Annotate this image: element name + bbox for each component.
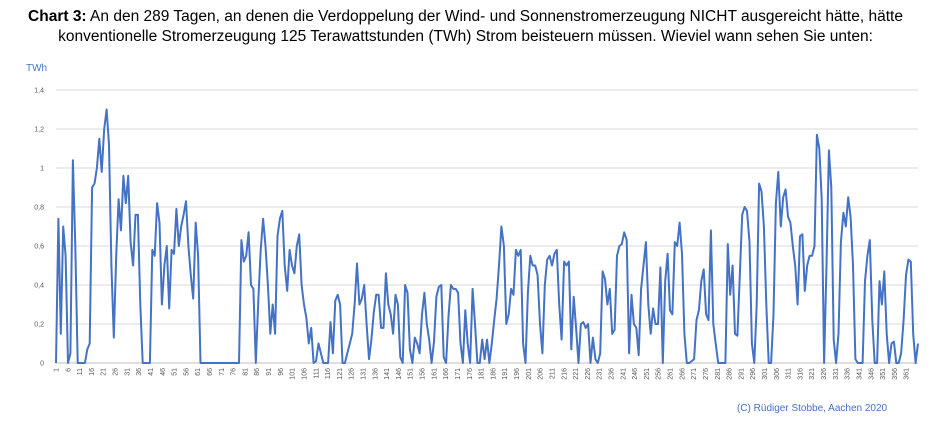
x-tick-label: 326 — [821, 368, 828, 380]
x-tick-label: 206 — [538, 368, 545, 380]
x-tick-label: 286 — [727, 368, 734, 380]
x-tick-label: 66 — [207, 368, 214, 376]
x-tick-label: 201 — [526, 368, 533, 380]
x-tick-label: 136 — [372, 368, 379, 380]
x-tick-label: 26 — [113, 368, 120, 376]
x-tick-label: 31 — [124, 368, 131, 376]
x-tick-label: 306 — [774, 368, 781, 380]
x-tick-label: 46 — [160, 368, 167, 376]
x-tick-label: 331 — [833, 368, 840, 380]
x-tick-label: 6 — [65, 368, 72, 372]
x-tick-label: 116 — [325, 368, 332, 379]
x-tick-label: 181 — [479, 368, 486, 380]
copyright-credit: (C) Rüdiger Stobbe, Aachen 2020 — [737, 403, 888, 414]
y-axis-ticks: 0 0,2 0,4 0,6 0,8 1 1,2 1,4 — [34, 88, 44, 368]
x-tick-label: 146 — [396, 368, 403, 380]
chart-title-prefix: Chart 3: — [28, 8, 87, 25]
x-tick-label: 156 — [420, 368, 427, 380]
x-tick-label: 106 — [301, 368, 308, 380]
x-tick-label: 36 — [136, 368, 143, 376]
x-tick-label: 101 — [290, 368, 297, 380]
y-tick-label: 0 — [40, 361, 44, 368]
y-tick-label: 1,4 — [34, 88, 44, 95]
x-tick-label: 16 — [89, 368, 96, 376]
x-tick-label: 336 — [845, 368, 852, 380]
x-tick-label: 61 — [195, 368, 202, 376]
y-tick-label: 0,8 — [34, 205, 44, 212]
x-tick-label: 191 — [502, 368, 509, 380]
x-tick-label: 281 — [715, 368, 722, 380]
x-tick-label: 166 — [443, 368, 450, 380]
chart-title: Chart 3: An den 289 Tagen, an denen die … — [20, 7, 911, 47]
x-tick-label: 171 — [455, 368, 462, 380]
x-tick-label: 56 — [183, 368, 190, 376]
x-tick-label: 76 — [231, 368, 238, 376]
x-tick-label: 296 — [750, 368, 757, 380]
x-tick-label: 186 — [490, 368, 497, 380]
y-tick-label: 0,2 — [34, 322, 44, 329]
x-tick-label: 316 — [797, 368, 804, 380]
x-tick-label: 151 — [408, 368, 415, 380]
x-tick-label: 81 — [242, 368, 249, 376]
x-tick-label: 221 — [573, 368, 580, 380]
x-tick-label: 346 — [868, 368, 875, 380]
x-tick-label: 246 — [632, 368, 639, 380]
x-tick-label: 41 — [148, 368, 155, 376]
x-tick-label: 356 — [892, 368, 899, 380]
x-tick-label: 231 — [597, 368, 604, 380]
y-tick-label: 1,2 — [34, 127, 44, 134]
x-tick-label: 251 — [644, 368, 651, 380]
x-tick-label: 131 — [361, 368, 368, 380]
y-tick-label: 1 — [40, 166, 44, 173]
x-tick-label: 291 — [738, 368, 745, 380]
y-axis-unit-label: TWh — [26, 63, 48, 74]
x-tick-label: 51 — [172, 368, 179, 376]
x-tick-label: 126 — [349, 368, 356, 380]
x-tick-label: 216 — [561, 368, 568, 380]
series-line — [55, 108, 919, 364]
x-tick-label: 236 — [608, 368, 615, 380]
x-tick-label: 311 — [786, 368, 793, 379]
x-tick-label: 361 — [904, 368, 911, 380]
x-tick-label: 111 — [313, 368, 320, 379]
x-axis-ticks: 1 6 11 16 21 26 31 36 41 46 51 56 61 66 71 76 81 86 91 96 10… — [54, 368, 911, 380]
x-tick-label: 71 — [219, 368, 226, 376]
x-tick-label: 226 — [585, 368, 592, 380]
x-tick-label: 96 — [278, 368, 285, 376]
x-tick-label: 86 — [254, 368, 261, 376]
x-tick-label: 176 — [467, 368, 474, 380]
x-tick-label: 261 — [668, 368, 675, 380]
x-tick-label: 211 — [549, 368, 556, 379]
x-tick-label: 121 — [337, 368, 344, 380]
x-tick-label: 271 — [691, 368, 698, 380]
x-tick-label: 21 — [101, 368, 108, 376]
x-tick-label: 266 — [679, 368, 686, 380]
x-tick-label: 256 — [656, 368, 663, 380]
x-tick-label: 1 — [54, 368, 61, 372]
x-tick-label: 301 — [762, 368, 769, 380]
x-tick-label: 321 — [809, 368, 816, 380]
chart-title-text: An den 289 Tagen, an denen die Verdoppel… — [58, 8, 903, 45]
x-tick-label: 241 — [620, 368, 627, 380]
y-tick-label: 0,4 — [34, 283, 44, 290]
x-tick-label: 161 — [431, 368, 438, 380]
x-tick-label: 141 — [384, 368, 391, 380]
x-tick-label: 351 — [880, 368, 887, 380]
x-tick-label: 276 — [703, 368, 710, 380]
x-tick-label: 91 — [266, 368, 273, 376]
x-tick-label: 196 — [514, 368, 521, 380]
y-tick-label: 0,6 — [34, 244, 44, 251]
x-tick-label: 341 — [856, 368, 863, 380]
x-tick-label: 11 — [77, 368, 84, 375]
